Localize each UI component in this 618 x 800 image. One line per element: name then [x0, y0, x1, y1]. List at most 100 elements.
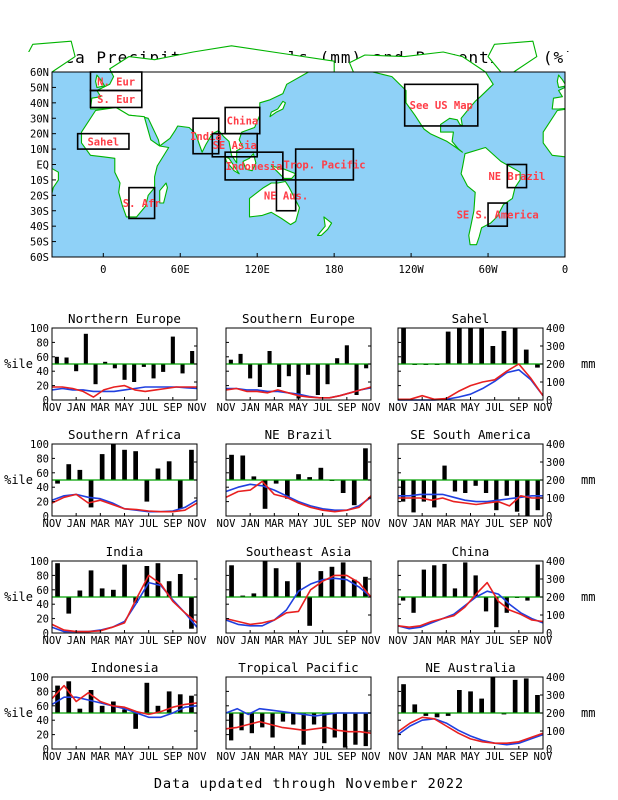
x-tick-label: JUL	[139, 751, 158, 763]
percentile-bar	[329, 566, 335, 597]
x-tick-label: MAY	[461, 751, 481, 763]
percentile-bar	[353, 713, 358, 745]
percentile-bar	[325, 364, 330, 385]
x-tick-label: NOV	[217, 518, 237, 530]
percentile-bar	[240, 455, 246, 480]
y-right-tick-label: 100	[546, 377, 565, 389]
region-label: See US Map	[410, 100, 473, 112]
percentile-bar	[77, 590, 83, 597]
percentile-bar	[307, 477, 312, 480]
percentile-bar	[285, 581, 290, 597]
landmass-south-america	[460, 146, 521, 246]
percentile-bar	[473, 575, 478, 597]
x-tick-label: NOV	[43, 751, 63, 763]
percentile-bar	[229, 565, 234, 597]
percentile-bar	[445, 713, 451, 716]
x-tick-label: MAY	[289, 635, 309, 647]
percentile-bar	[412, 704, 418, 713]
y-tick-label: 0	[43, 511, 49, 523]
percentile-bar	[99, 705, 105, 713]
percentile-bar	[479, 698, 484, 713]
x-tick-label: MAY	[461, 518, 481, 530]
percentile-bar	[401, 597, 406, 601]
x-tick-label: JAN	[413, 751, 432, 763]
x-tick-label: SEP	[337, 635, 356, 647]
percentile-bar	[77, 708, 83, 713]
x-tick-label: MAR	[265, 402, 285, 414]
x-tick-label: MAR	[265, 751, 285, 763]
observed-line	[225, 574, 372, 626]
x-tick-label: NOV	[43, 518, 63, 530]
percentile-bar	[161, 364, 166, 372]
percentile-bar	[363, 448, 368, 480]
percentile-bar	[277, 364, 282, 387]
percentile-bar	[177, 480, 183, 509]
y-right-tick-label: 0	[546, 395, 552, 407]
percentile-bar	[501, 330, 507, 364]
percentile-bar	[251, 593, 257, 597]
y-right-tick-label: 400	[546, 323, 565, 335]
percentile-bar	[260, 713, 265, 728]
percentile-bar	[401, 480, 406, 502]
percentile-bar	[155, 563, 161, 597]
percentile-bar	[64, 357, 69, 364]
y-right-tick-label: 100	[546, 493, 565, 505]
y-tick-label: 20	[36, 497, 49, 509]
x-tick-label: JUL	[485, 635, 504, 647]
percentile-bar	[318, 571, 324, 597]
percentile-bar	[262, 480, 268, 509]
percentile-bar	[490, 346, 496, 364]
percentile-bar	[99, 588, 105, 597]
percentile-bar	[401, 684, 406, 713]
observed-line	[225, 386, 372, 399]
normal-line	[225, 577, 372, 627]
y-right-tick-label: 400	[546, 672, 565, 684]
percentile-bar	[88, 480, 94, 508]
x-tick-label: JUL	[139, 635, 158, 647]
panel-title: Northern Europe	[68, 311, 181, 326]
percentile-bar	[501, 713, 507, 715]
percentile-bar	[296, 474, 301, 480]
region-box	[487, 202, 509, 227]
x-tick-label: SEP	[163, 518, 182, 530]
y-right-tick-label: 300	[546, 457, 565, 469]
percentile-bar	[99, 454, 105, 480]
percentile-bar	[421, 480, 426, 502]
x-tick-label: SEP	[163, 402, 182, 414]
x-tick-label: JAN	[413, 518, 432, 530]
landmass-madagascar	[159, 182, 168, 204]
percentile-bar	[93, 364, 98, 385]
percentile-bar	[88, 690, 94, 713]
percentile-bar	[335, 358, 340, 364]
x-tick-label: MAR	[437, 751, 457, 763]
x-tick-label: JAN	[241, 402, 260, 414]
panel-southeast-asia: Southeast Asia NOV JAN MAR MAY JUL SEP NOV	[217, 544, 382, 647]
percentile-bar	[166, 691, 172, 713]
x-tick-label: NOV	[43, 635, 63, 647]
percentile-bar	[144, 682, 150, 713]
y-right-tick-label: 100	[546, 726, 565, 738]
panel-title: Southeast Asia	[246, 544, 351, 559]
percentile-bar	[442, 465, 447, 480]
region-label: SE S. America	[457, 210, 539, 222]
normal-line	[225, 707, 371, 717]
percentile-bar	[112, 364, 117, 369]
percentile-bar	[504, 480, 509, 496]
panel-title: NE Brazil	[265, 427, 333, 442]
percentile-bar	[401, 328, 406, 364]
y-right-tick-label: 200	[546, 592, 565, 604]
percentile-bar	[421, 569, 426, 597]
percentile-bar	[144, 566, 150, 597]
landmass-uk	[95, 74, 106, 88]
panel-ne-brazil: NE Brazil NOV JAN MAR MAY JUL SEP NOV	[217, 427, 382, 530]
percentile-bar	[273, 568, 279, 597]
y-tick-label: 40	[36, 715, 49, 727]
lat-label: 20S	[30, 190, 49, 202]
x-tick-label: MAY	[115, 402, 135, 414]
percentile-bar	[155, 705, 161, 713]
